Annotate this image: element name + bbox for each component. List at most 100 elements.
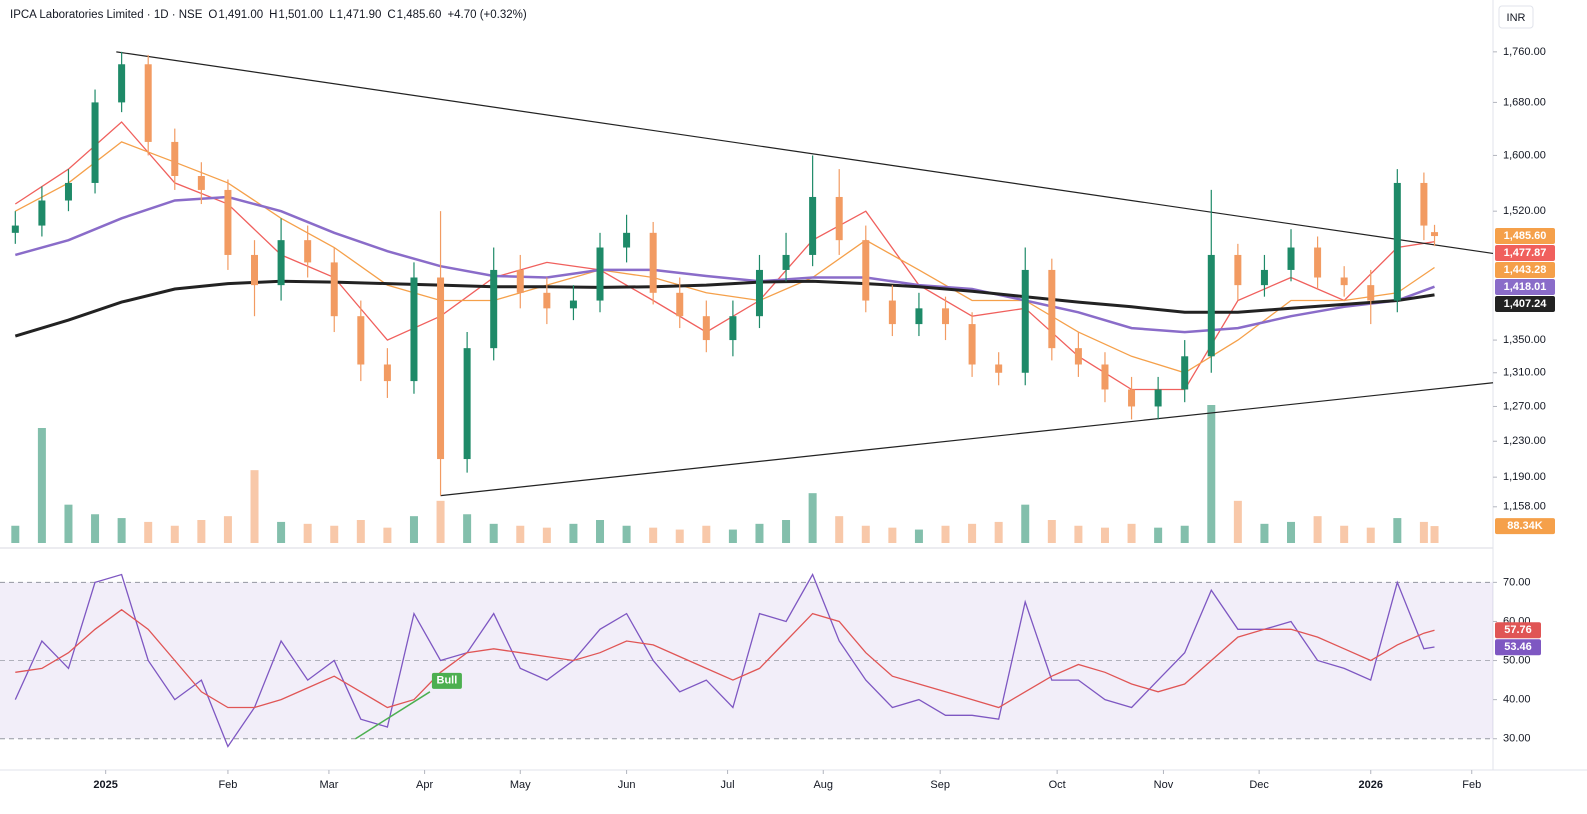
candle-body [197,175,205,190]
volume-badge [1495,518,1555,535]
y-tick-label: 1,350.00 [1503,334,1546,346]
volume-bar [37,428,46,543]
candle-body [91,102,99,183]
candle-body [995,364,1003,373]
trendline [116,51,1494,255]
candle-body [1287,247,1295,270]
price-badge [1495,296,1555,313]
header-text: +4.70 (+0.32%) [447,9,526,21]
candle-body [649,232,657,293]
x-tick-label: Feb [1462,779,1481,791]
volume-bar [436,500,445,543]
volume-bar [702,525,711,543]
volume-bar [1021,504,1030,543]
rsi-tick-label: 40.00 [1503,694,1531,706]
currency-box[interactable] [1498,5,1534,29]
volume-bar [463,514,472,543]
volume-bar [728,529,737,543]
x-tick-label: 2025 [93,779,117,791]
candle-body [1234,254,1242,286]
volume-bar [117,518,126,543]
header-text: C [387,9,395,21]
candle-body [782,254,790,270]
header-text: 1,471.90 [337,9,382,21]
candle-body [516,269,524,293]
volume-bar [994,521,1003,543]
volume-bar [675,529,684,543]
x-tick-label: 2026 [1359,779,1383,791]
volume-bar [914,529,923,543]
x-tick-label: Jun [618,779,636,791]
candle-body [1340,277,1348,286]
header-text: 1,501.00 [278,9,323,21]
candle-body [330,262,338,317]
volume-bar [782,520,791,543]
volume-bar [223,516,232,543]
candle-body [729,316,737,341]
volume-bar [1393,518,1402,543]
candle-body [383,364,391,382]
y-tick-label: 1,230.00 [1503,435,1546,447]
volume-bar [197,520,206,543]
volume-bar [1340,525,1349,543]
price-badge [1495,245,1555,262]
candle-body [463,348,471,460]
header-text: H [269,9,277,21]
candle-body [809,196,817,255]
volume-bar [383,527,392,543]
candle-body [11,225,19,233]
candle-body [862,240,870,301]
volume-bar [1260,523,1269,543]
volume-bar [1127,523,1136,543]
y-tick-label: 1,310.00 [1503,367,1546,379]
x-tick-label: Apr [416,779,433,791]
price-badge [1495,228,1555,245]
x-tick-label: Nov [1154,779,1174,791]
rsi-line [15,608,1435,709]
volume-bar [755,523,764,543]
candle-body [490,269,498,349]
candle-body [251,254,259,286]
volume-bar [91,514,100,543]
header-text: IPCA Laboratories Limited · 1D · NSE [10,9,203,21]
candle-body [144,64,152,142]
candle-body [1154,389,1162,407]
volume-bar [649,527,658,543]
volume-bar [596,520,605,543]
volume-bar [888,527,897,543]
volume-bar [1430,526,1439,543]
volume-bar [356,520,365,543]
candle-body [118,64,126,103]
candle-body [623,232,631,248]
volume-bar [277,521,286,543]
candle-body [1431,232,1439,237]
volume-bar [1233,500,1242,543]
volume-bar [861,525,870,543]
volume-bar [1154,527,1163,543]
volume-bar [1047,520,1056,543]
volume-bar [250,470,259,543]
x-tick-label: Dec [1249,779,1269,791]
candle-body [1074,348,1082,365]
x-tick-label: Feb [218,779,237,791]
candle-body [1101,364,1109,390]
annotation-line [355,691,431,740]
x-tick-label: Mar [319,779,338,791]
annotation-label: Bull [437,675,458,687]
volume-bar [941,525,950,543]
candle-body [357,316,365,365]
volume-bar [569,523,578,543]
currency: INR [1507,12,1526,24]
volume-bar [1074,525,1083,543]
volume-bar [1100,527,1109,543]
y-tick-label: 1,600.00 [1503,149,1546,161]
candle-body [1420,182,1428,226]
volume-bar [622,525,631,543]
rsi-badge-label: 57.76 [1504,624,1532,636]
volume-badge-label: 88.34K [1507,520,1543,532]
candle-body [1181,356,1189,390]
candle-body [1048,269,1056,349]
plot-layer: IPCA Laboratories Limited · 1D · NSE O 1,4… [0,9,1555,791]
y-tick-label: 1,190.00 [1503,471,1546,483]
